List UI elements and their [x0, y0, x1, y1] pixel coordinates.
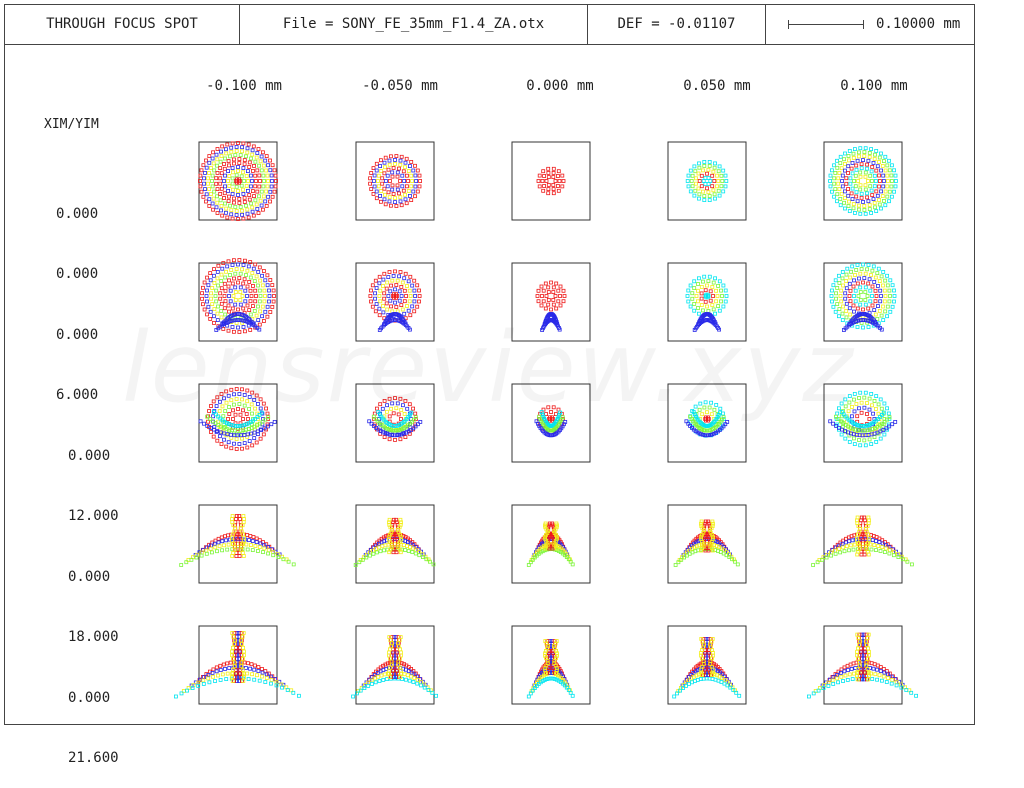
spot-cell [511, 141, 591, 221]
spot-cell [667, 504, 747, 584]
spot-cell [198, 383, 278, 463]
row-label-field: 0.000 6.000 [56, 285, 98, 425]
row-xim: 0.000 [68, 448, 111, 464]
row-yim: 6.000 [56, 387, 99, 403]
spot-cell [511, 504, 591, 584]
spot-cell [198, 258, 278, 342]
column-header-focus-shift: 0.050 mm [683, 78, 751, 94]
defocus-value: DEF = -0.01107 [588, 5, 766, 44]
spot-cell [173, 625, 301, 705]
scale-bar [788, 20, 864, 29]
scale-value: 0.10000 mm [876, 16, 961, 32]
file-name: File = SONY_FE_35mm_F1.4_ZA.otx [240, 5, 588, 44]
spot-cell [667, 625, 747, 705]
spot-cell [355, 141, 435, 221]
row-xim: 0.000 [68, 690, 111, 706]
spot-cell [807, 625, 918, 705]
spot-cell [355, 383, 435, 463]
scale-indicator: 0.10000 mm [766, 5, 976, 44]
row-label-field: 0.000 18.000 [68, 527, 119, 667]
spot-diagram-grid [173, 141, 918, 705]
row-yim: 0.000 [56, 266, 99, 282]
column-header-focus-shift: -0.100 mm [206, 78, 282, 94]
row-axis-label: XIM/YIM [44, 117, 99, 132]
spot-cell [511, 625, 591, 705]
column-header-focus-shift: 0.100 mm [840, 78, 908, 94]
row-xim: 0.000 [56, 206, 99, 222]
row-yim: 21.600 [68, 750, 119, 766]
spot-cell [353, 504, 436, 584]
spot-cell [823, 383, 903, 463]
header-bar: THROUGH FOCUS SPOT File = SONY_FE_35mm_F… [5, 5, 974, 45]
column-header-focus-shift: 0.000 mm [526, 78, 594, 94]
row-yim: 18.000 [68, 629, 119, 645]
spot-cell [667, 383, 747, 463]
spot-cell [823, 141, 903, 221]
spot-cell [351, 625, 439, 705]
row-label-field: 0.000 0.000 [56, 164, 98, 304]
row-xim: 0.000 [56, 327, 99, 343]
spot-cell [355, 262, 435, 342]
spot-cell [667, 141, 747, 221]
row-xim: 0.000 [68, 569, 111, 585]
column-header-focus-shift: -0.050 mm [362, 78, 438, 94]
spot-cell [179, 504, 296, 584]
spot-cell [511, 383, 591, 463]
spot-cell [667, 262, 747, 342]
plot-frame: THROUGH FOCUS SPOT File = SONY_FE_35mm_F… [4, 4, 975, 725]
spot-cell [823, 262, 903, 342]
spot-cell [811, 504, 914, 584]
spot-cell [511, 262, 591, 342]
row-label-field: 0.000 12.000 [68, 406, 119, 546]
spot-cell [198, 141, 278, 221]
plot-title: THROUGH FOCUS SPOT [5, 5, 240, 44]
row-yim: 12.000 [68, 508, 119, 524]
